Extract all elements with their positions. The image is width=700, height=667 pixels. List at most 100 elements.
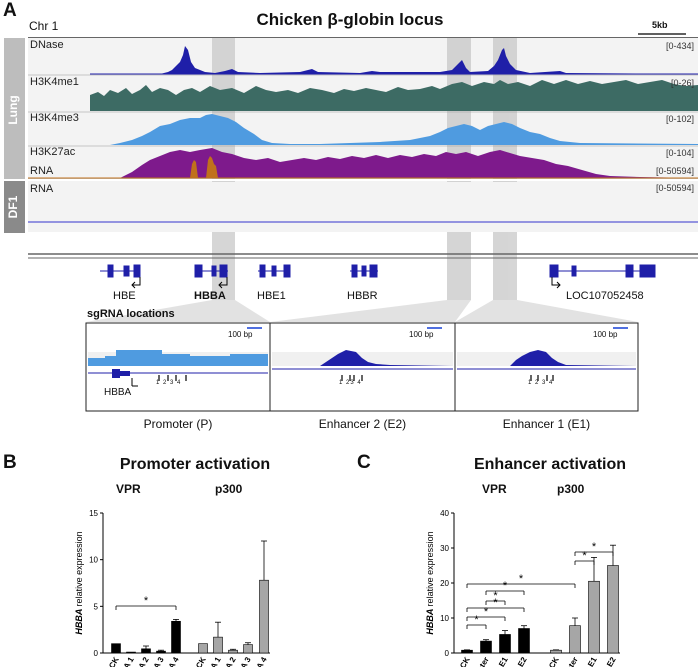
bar [141,648,151,654]
gene-label-hbe: HBE [113,290,136,302]
bar [228,649,238,654]
panel-c-letter: C [357,452,371,473]
locus-title: Chicken β-globin locus [256,10,444,29]
significance-star: * [474,614,479,626]
genome-browser: Lung DF1 [4,33,698,322]
x-tick-label: gRNA 1 [201,655,223,667]
zoom-ticks-e2: 1 23 4 [339,380,362,386]
bar [607,565,619,654]
track-label-rna-lung: RNA [30,165,54,177]
rna-lung-track [190,156,218,178]
bar [588,580,600,654]
bar [171,620,181,654]
track-range-rna-lung: [0-50594] [655,183,694,193]
y-tick-label: 30 [440,544,449,553]
x-tick-label: MOCK [188,655,208,667]
bar [259,579,269,654]
gene-label-hbbr: HBBR [347,290,378,302]
df1-group-label: DF1 [6,195,20,218]
zoom-box-e2 [269,322,456,412]
significance-star: * [592,541,597,553]
x-tick-label: gRNA 1 [114,655,136,667]
df1-track-area [28,182,698,232]
zoom-ticks-e1: 1 2 3 4 [528,380,554,386]
h3k27ac-track [90,148,698,178]
x-tick-label: gRNA 3 [144,655,166,667]
significance-star: * [582,550,587,562]
zoom-scale-e1: 100 bp [593,330,618,339]
bar [518,628,530,654]
track-range-h3k4me1: [0-26] [670,78,694,88]
bar [461,649,473,654]
y-axis-label: HBBA relative expression [74,531,84,634]
y-tick-label: 10 [440,614,449,623]
df1-group-bar [4,181,25,233]
x-tick-label: P+ E1 [580,655,599,667]
gene-label-loc: LOC107052458 [566,290,644,302]
track-range-h3k4me3: [0-102] [665,114,694,124]
y-tick-label: 0 [94,649,99,658]
gene-label-hbba: HBBA [194,290,226,302]
zoom-projections [86,300,638,322]
gene-label-hbe1: HBE1 [257,290,286,302]
bar [126,651,136,654]
zoom-label-e1: Enhancer 1 (E1) [502,417,591,431]
chart-b-group-vpr: VPR [116,482,141,496]
gene-models [100,264,656,278]
x-tick-label: P+ E2 [510,655,529,667]
significance-star: * [493,590,498,602]
bar [550,649,562,654]
bar [156,650,166,654]
bar [198,643,208,654]
zoom-label-e2: Enhancer 2 (E2) [318,417,407,431]
track-label-h3k4me3: H3K4me3 [30,112,79,124]
chart-c-group-p300: p300 [557,482,585,496]
bar [499,634,511,654]
chart-c-title: Enhancer activation [473,456,627,473]
track-range-rna-df1: [0-50594] [655,166,694,176]
x-tick-label: P+ E2 [599,655,618,667]
x-tick-label: gRNA 4 [159,655,181,667]
lung-group-label: Lung [6,95,20,124]
y-tick-label: 10 [89,556,98,565]
chrom-label: Chr 1 [29,19,59,33]
significance-star: * [144,595,149,607]
y-tick-label: 0 [445,649,450,658]
bar [111,643,121,654]
tss-arrows [131,277,561,289]
zoom-scale-e2: 100 bp [409,330,434,339]
significance-star: * [484,606,489,618]
chart-b-group-p300: p300 [215,482,243,496]
track-label-dnase: DNase [30,39,64,51]
x-tick-label: P+ E1 [491,655,510,667]
zoom-ticks-promoter: 1 2 3 4 [156,380,182,386]
y-tick-label: 5 [94,602,99,611]
zoom-scale-promoter: 100 bp [228,330,253,339]
scale-label: 5kb [652,20,668,30]
chart-c-group-vpr: VPR [482,482,507,496]
track-range-dnase: [0-434] [665,41,694,51]
h3k4me3-track [90,114,698,145]
y-tick-label: 20 [440,579,449,588]
panel-b-letter: B [3,452,17,473]
track-label-rna-df1: RNA [30,183,54,195]
bar [213,636,223,654]
sgrna-title: sgRNA locations [87,308,175,320]
zoom-box-promoter [85,322,271,412]
significance-star: * [519,573,524,585]
bar [243,644,253,654]
chart-b-title: Promoter activation [119,456,271,473]
sgrna-panels [85,322,639,412]
significance-star: * [503,580,508,592]
x-tick-label: gRNA 2 [129,655,151,667]
significance-star: * [493,597,498,609]
zoom-gene-hbba: HBBA [104,387,132,398]
track-range-h3k27ac: [0-104] [665,148,694,158]
zoom-box-e1 [454,322,639,412]
x-tick-label: MOCK [541,655,561,667]
h3k4me1-track [90,80,698,111]
x-tick-label: gRNA 2 [216,655,238,667]
